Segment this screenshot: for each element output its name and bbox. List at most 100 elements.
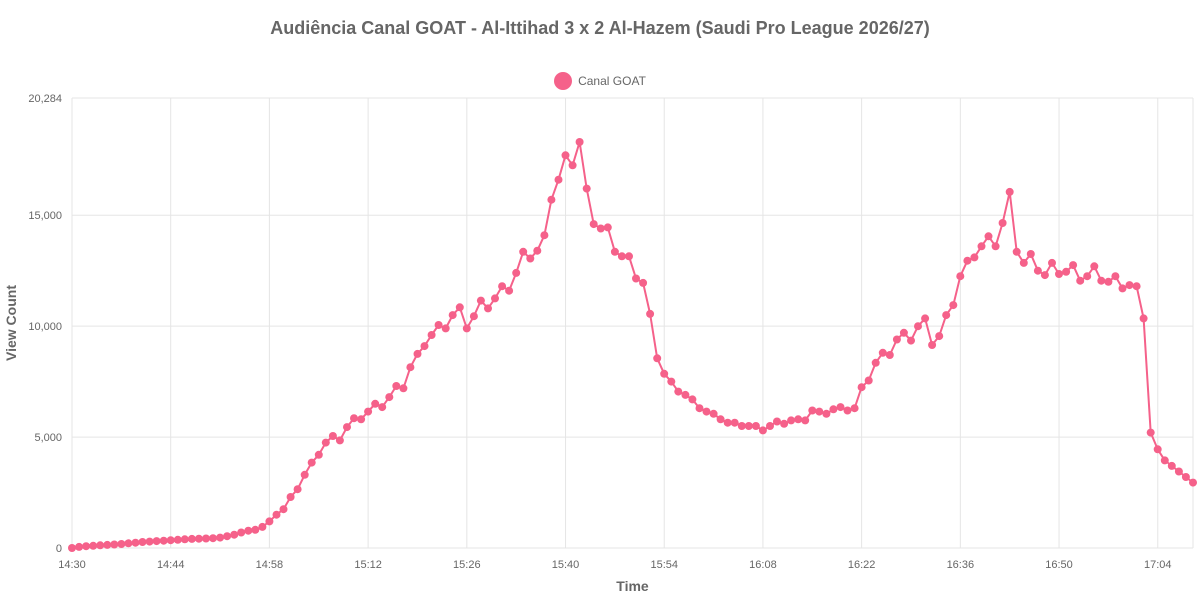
data-point[interactable]: [871, 358, 880, 367]
data-point[interactable]: [1167, 461, 1176, 470]
data-point[interactable]: [427, 331, 436, 339]
data-point[interactable]: [476, 296, 485, 305]
data-point[interactable]: [117, 540, 126, 548]
data-point[interactable]: [1118, 284, 1127, 293]
data-point[interactable]: [484, 304, 492, 313]
data-point[interactable]: [674, 387, 683, 396]
data-point[interactable]: [582, 184, 591, 193]
data-point[interactable]: [371, 399, 380, 408]
data-point[interactable]: [131, 538, 140, 547]
data-point[interactable]: [512, 268, 521, 277]
data-point[interactable]: [180, 535, 189, 544]
data-point[interactable]: [1104, 277, 1113, 286]
data-point[interactable]: [244, 526, 253, 535]
data-point[interactable]: [328, 432, 337, 440]
data-point[interactable]: [681, 390, 690, 399]
data-point[interactable]: [617, 252, 626, 261]
data-point[interactable]: [787, 416, 796, 425]
data-point[interactable]: [1019, 258, 1028, 267]
data-point[interactable]: [1033, 266, 1042, 275]
data-point[interactable]: [766, 422, 774, 430]
data-point[interactable]: [314, 450, 323, 459]
data-point[interactable]: [399, 384, 408, 393]
data-point[interactable]: [885, 351, 894, 359]
data-point[interactable]: [1083, 272, 1092, 281]
data-point[interactable]: [956, 272, 965, 281]
data-point[interactable]: [1055, 270, 1063, 278]
data-point[interactable]: [836, 403, 845, 412]
data-point[interactable]: [815, 407, 824, 416]
data-point[interactable]: [794, 415, 803, 424]
data-point[interactable]: [1153, 445, 1162, 454]
data-point[interactable]: [406, 363, 415, 372]
data-point[interactable]: [1181, 473, 1190, 481]
data-point[interactable]: [124, 539, 133, 548]
data-point[interactable]: [1174, 467, 1183, 476]
data-point[interactable]: [639, 278, 648, 287]
data-point[interactable]: [1026, 250, 1035, 258]
data-point[interactable]: [1090, 262, 1099, 271]
data-point[interactable]: [843, 406, 852, 415]
data-point[interactable]: [321, 438, 330, 447]
data-point[interactable]: [822, 409, 831, 418]
data-point[interactable]: [540, 231, 549, 240]
data-point[interactable]: [1132, 282, 1141, 291]
data-point[interactable]: [307, 458, 316, 467]
data-point[interactable]: [1160, 456, 1169, 465]
data-point[interactable]: [596, 224, 605, 233]
data-point[interactable]: [145, 537, 154, 546]
data-point[interactable]: [808, 406, 817, 415]
data-point[interactable]: [695, 404, 704, 413]
data-point[interactable]: [660, 369, 669, 378]
data-point[interactable]: [230, 530, 239, 539]
data-point[interactable]: [949, 301, 958, 310]
data-point[interactable]: [744, 422, 753, 430]
data-point[interactable]: [688, 395, 697, 404]
data-point[interactable]: [455, 303, 464, 312]
data-point[interactable]: [716, 415, 725, 424]
data-point[interactable]: [730, 418, 739, 427]
data-point[interactable]: [991, 242, 1000, 251]
data-point[interactable]: [526, 254, 535, 263]
data-point[interactable]: [469, 312, 478, 321]
data-point[interactable]: [935, 332, 944, 341]
data-point[interactable]: [491, 294, 499, 303]
data-point[interactable]: [385, 393, 394, 402]
data-point[interactable]: [1062, 267, 1071, 276]
data-point[interactable]: [498, 282, 507, 291]
data-point[interactable]: [258, 522, 267, 531]
data-point[interactable]: [1146, 428, 1155, 437]
data-point[interactable]: [110, 540, 119, 549]
data-point[interactable]: [96, 541, 105, 550]
data-point[interactable]: [1012, 247, 1021, 256]
data-point[interactable]: [89, 541, 98, 550]
data-point[interactable]: [892, 335, 901, 344]
data-point[interactable]: [1048, 258, 1056, 267]
data-point[interactable]: [632, 274, 640, 283]
data-point[interactable]: [899, 328, 908, 337]
data-point[interactable]: [1076, 276, 1085, 285]
data-point[interactable]: [448, 311, 457, 320]
data-point[interactable]: [202, 534, 210, 543]
data-point[interactable]: [758, 426, 767, 435]
data-point[interactable]: [984, 232, 993, 241]
data-point[interactable]: [1111, 272, 1120, 281]
data-point[interactable]: [505, 286, 514, 295]
data-point[interactable]: [272, 510, 281, 519]
data-point[interactable]: [709, 409, 718, 418]
data-point[interactable]: [392, 382, 401, 390]
data-point[interactable]: [441, 324, 450, 333]
data-point[interactable]: [653, 354, 662, 363]
data-point[interactable]: [625, 252, 633, 261]
data-point[interactable]: [1005, 187, 1014, 196]
data-point[interactable]: [300, 470, 309, 479]
data-point[interactable]: [68, 544, 76, 552]
data-point[interactable]: [75, 542, 84, 551]
data-point[interactable]: [780, 419, 789, 428]
data-point[interactable]: [519, 247, 528, 256]
data-point[interactable]: [237, 528, 246, 537]
chart-legend[interactable]: Canal GOAT: [0, 72, 1200, 90]
data-point[interactable]: [166, 536, 175, 545]
data-point[interactable]: [914, 322, 922, 331]
data-point[interactable]: [963, 256, 972, 265]
